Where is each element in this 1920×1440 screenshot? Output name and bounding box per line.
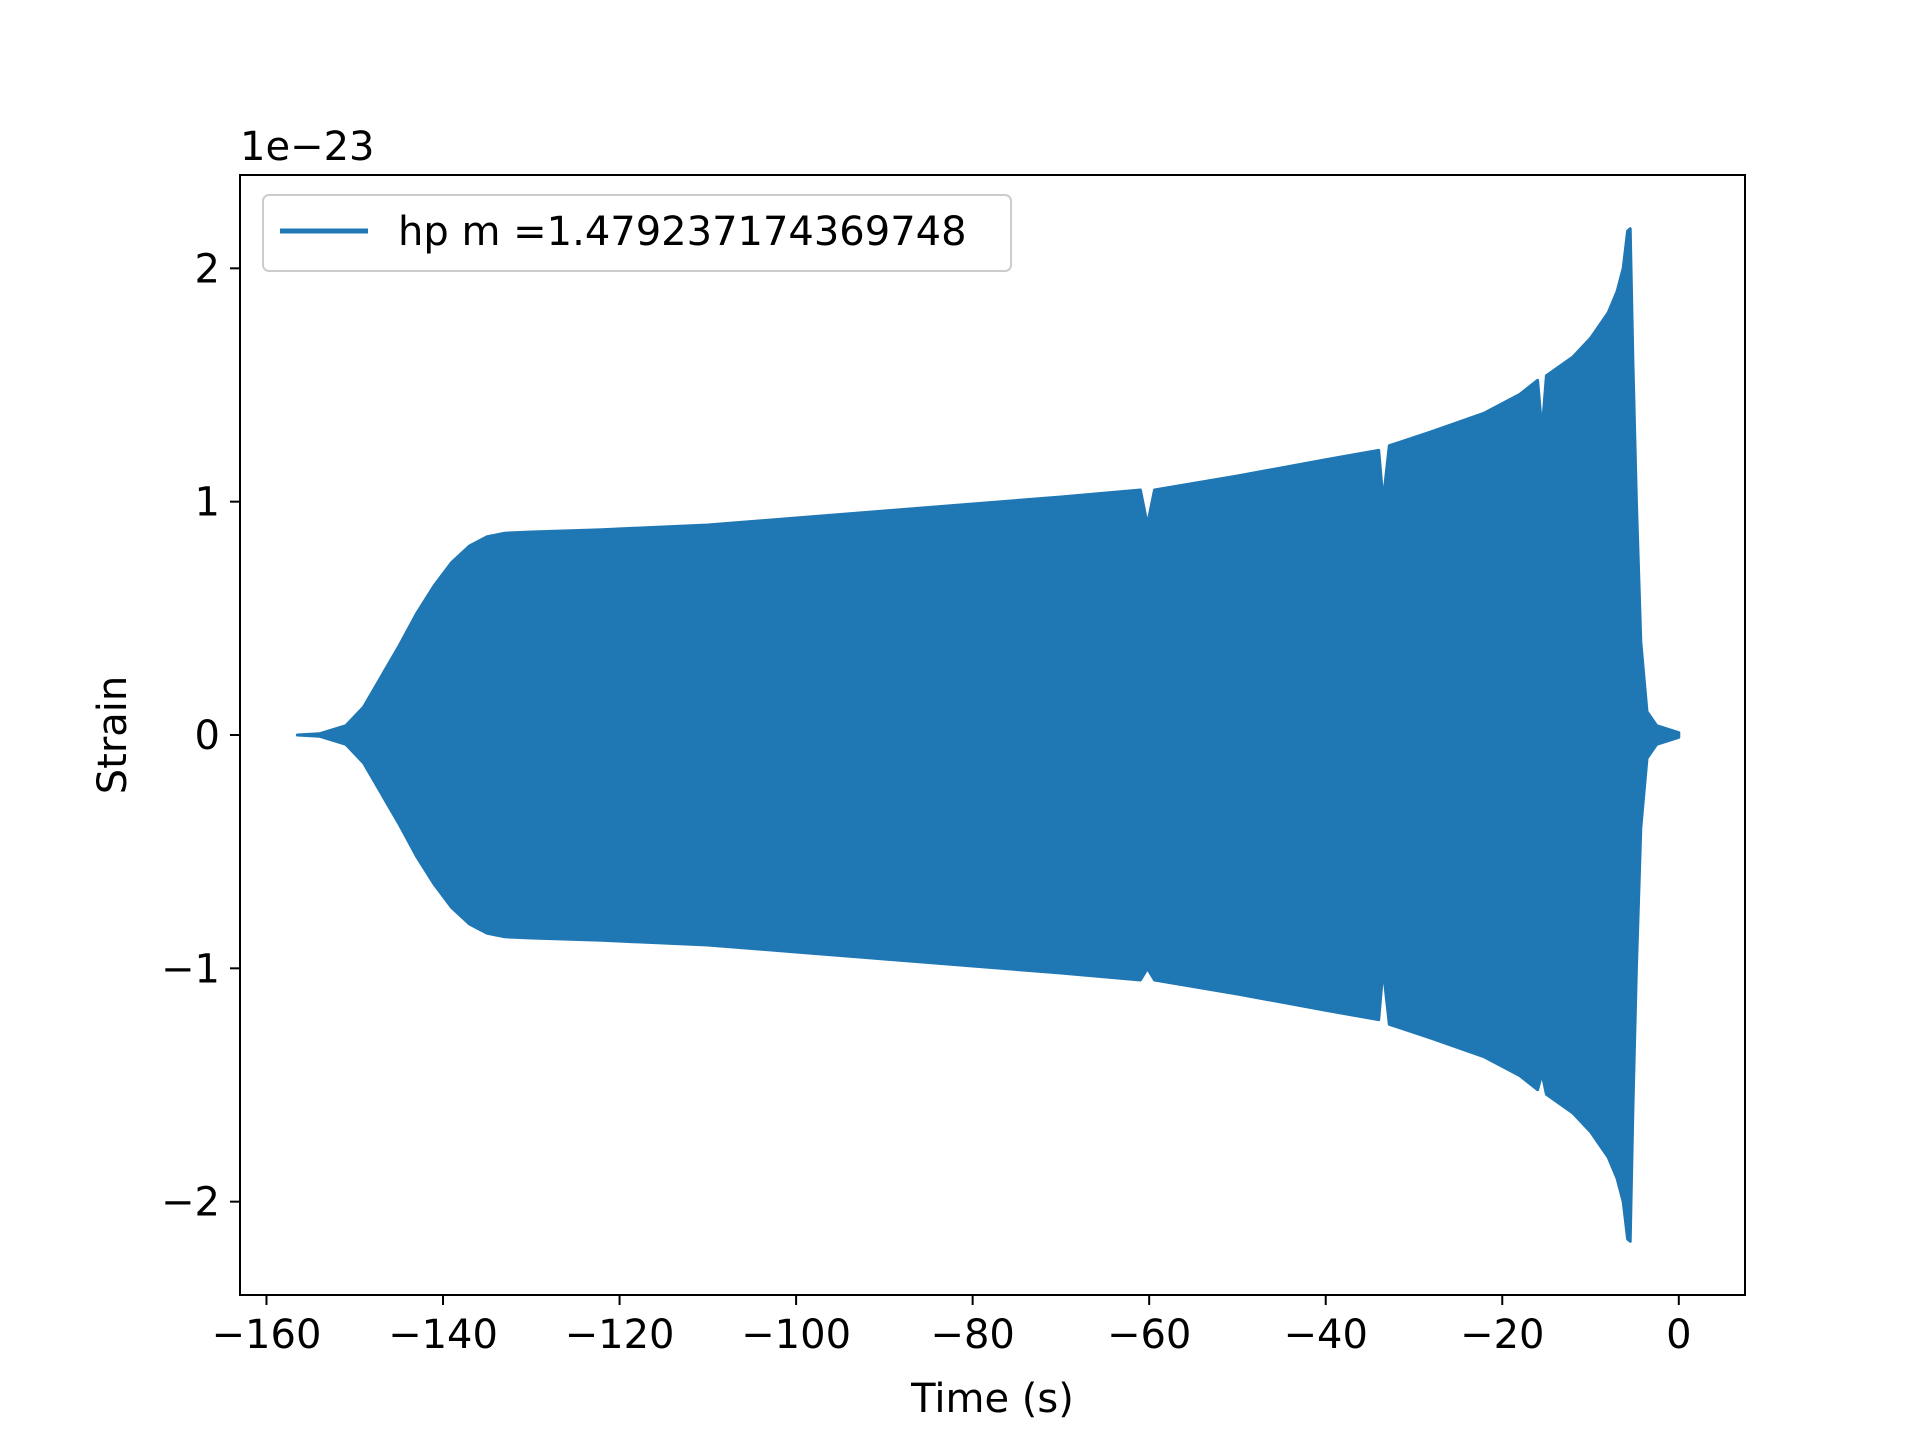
y-tick-label: 1: [195, 480, 220, 526]
x-tick-label: 0: [1666, 1312, 1691, 1358]
legend-box: [262, 194, 1012, 272]
x-tick-label: −120: [565, 1312, 675, 1358]
y-offset-label: 1e−23: [240, 124, 374, 170]
x-tick-label: −140: [388, 1312, 498, 1358]
x-tick-label: −80: [930, 1312, 1014, 1358]
y-tick-label: 2: [195, 246, 220, 292]
x-axis-label: Time (s): [910, 1376, 1074, 1422]
y-tick-label: 0: [195, 713, 220, 759]
y-axis-ticks: −2 −1 0 1 2: [161, 246, 240, 1226]
axes-frame: [239, 174, 1746, 1296]
y-tick-label: −1: [161, 946, 220, 992]
y-tick-label: −2: [161, 1180, 220, 1226]
legend-entry: hp m =1.479237174369748: [398, 209, 967, 255]
x-tick-label: −100: [741, 1312, 851, 1358]
series-hp-waveform: [295, 227, 1681, 1243]
x-tick-label: −20: [1460, 1312, 1544, 1358]
y-axis-label: Strain: [90, 676, 136, 795]
x-tick-label: −160: [212, 1312, 322, 1358]
x-axis-ticks: −160 −140 −120 −100 −80 −60 −40 −20 0: [212, 1295, 1692, 1358]
legend: hp m =1.479237174369748: [262, 194, 1012, 272]
x-tick-label: −40: [1284, 1312, 1368, 1358]
x-tick-label: −60: [1107, 1312, 1191, 1358]
series-layer: [295, 227, 1681, 1243]
